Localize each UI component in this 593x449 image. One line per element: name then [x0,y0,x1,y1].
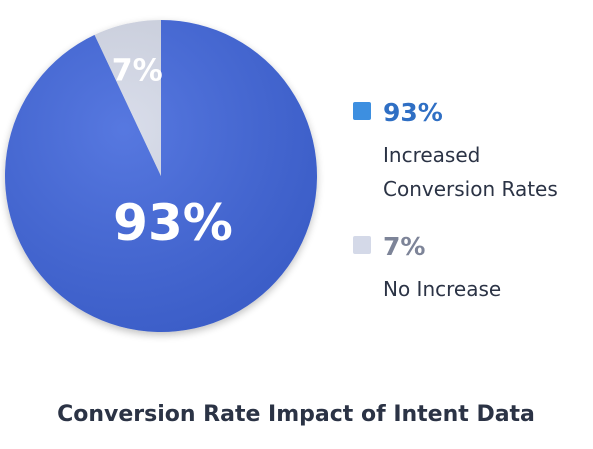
legend-label-line: Conversion Rates [383,177,558,201]
legend-value: 7% [383,232,425,261]
slice-label-2: 7% [112,53,163,88]
legend-label-line: Increased [383,143,480,167]
legend-item-2: 7% No Increase [353,232,501,301]
legend-item-1: 93% Increased Conversion Rates [353,98,558,201]
slice-label-1: 93% [113,194,233,252]
legend-swatch [353,236,371,254]
slice-labels: 93% 7% [112,53,233,252]
chart-title: Conversion Rate Impact of Intent Data [57,402,535,427]
legend-value: 93% [383,98,443,127]
legend-swatch [353,102,371,120]
legend: 93% Increased Conversion Rates 7% No Increas… [353,98,558,301]
legend-label-line: No Increase [383,277,501,301]
